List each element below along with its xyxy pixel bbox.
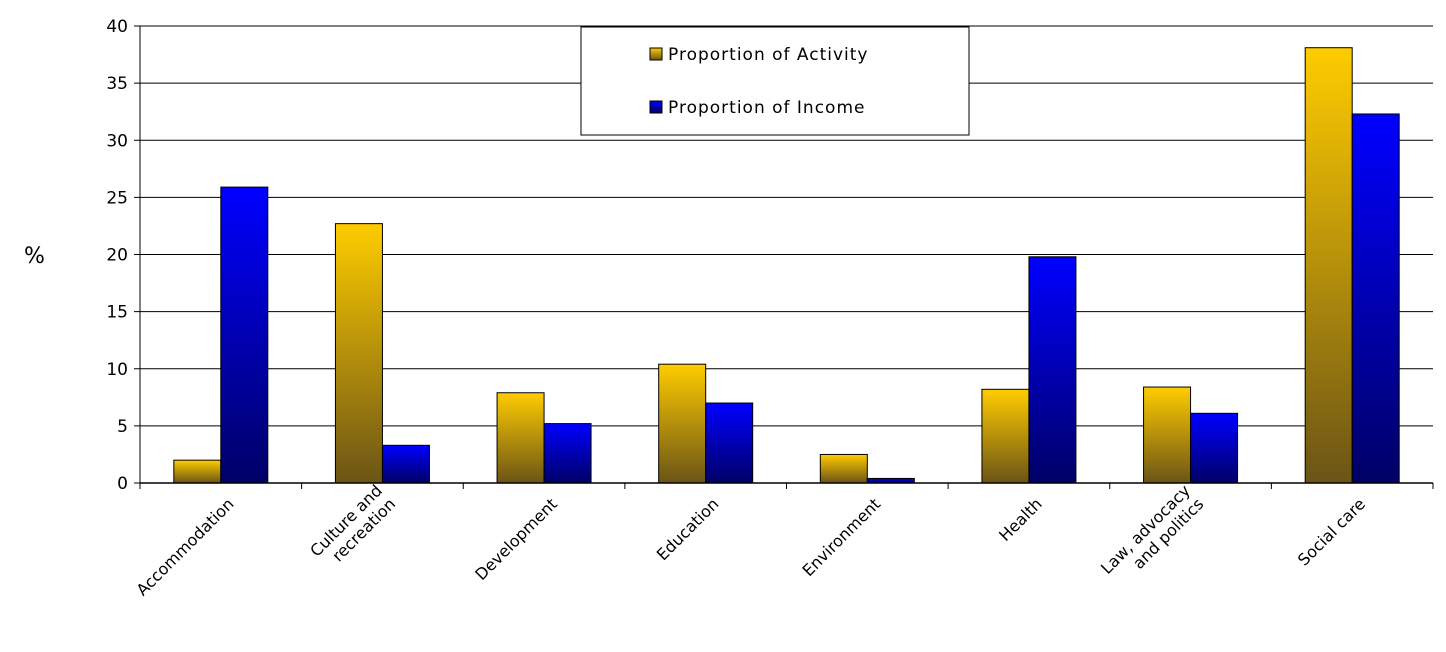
bar-income	[1028, 256, 1077, 484]
y-tick-label: 10	[106, 360, 128, 380]
y-axis-label: %	[24, 244, 45, 269]
legend: Proportion of Activity Proportion of Inc…	[580, 26, 970, 136]
bar-activity	[334, 223, 383, 484]
bar-activity	[173, 459, 222, 484]
y-tick-label: 0	[117, 474, 128, 494]
legend-label-activity: Proportion of Activity	[668, 45, 868, 65]
bar-income	[543, 423, 592, 484]
bar-income	[381, 444, 430, 484]
legend-box	[580, 26, 970, 136]
y-tick-label: 5	[117, 417, 128, 437]
y-tick-label: 30	[106, 131, 128, 151]
y-tick-label: 25	[106, 188, 128, 208]
bar-activity	[819, 453, 868, 484]
x-category-label-line: Development	[471, 494, 561, 584]
y-tick-label: 15	[106, 303, 128, 323]
bar-activity	[1304, 47, 1353, 484]
bar-income	[705, 402, 754, 484]
y-tick-label: 20	[106, 246, 128, 266]
x-category-label-line: Accommodation	[133, 494, 238, 599]
x-category-label: Accommodation	[133, 494, 238, 599]
x-category-label: Health	[995, 494, 1046, 545]
y-tick-labels: 0 5 10 15 20 25 30 35 40	[106, 17, 128, 494]
bar-activity	[981, 388, 1030, 484]
legend-swatch-income	[649, 100, 663, 114]
x-category-label-line: Education	[653, 494, 723, 564]
y-tick-label: 40	[106, 17, 128, 37]
bar-income	[1351, 113, 1400, 484]
bar-income	[1190, 412, 1239, 484]
legend-swatch-activity	[649, 47, 663, 61]
bars	[173, 47, 1400, 484]
legend-label-income: Proportion of Income	[668, 98, 865, 118]
bar-activity	[658, 363, 707, 484]
x-category-label: Environment	[798, 494, 884, 580]
y-tick-label: 35	[106, 74, 128, 94]
bar-activity	[1143, 386, 1192, 484]
bar-income	[220, 186, 269, 484]
x-category-label-line: Social care	[1294, 494, 1369, 569]
x-category-label-line: Environment	[798, 494, 884, 580]
x-category-label-line: Health	[995, 494, 1046, 545]
x-category-label: Development	[471, 494, 561, 584]
bar-activity	[496, 392, 545, 484]
axes	[134, 25, 1434, 489]
x-category-label: Education	[653, 494, 723, 564]
x-category-label: Social care	[1294, 494, 1369, 569]
